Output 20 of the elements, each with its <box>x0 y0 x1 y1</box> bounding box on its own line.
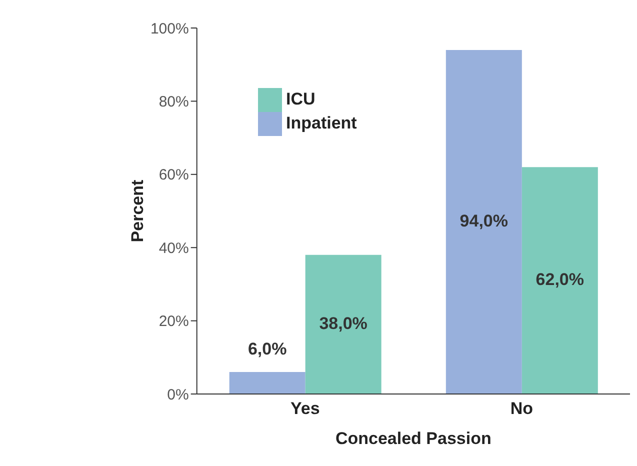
y-axis-title: Percent <box>128 179 147 242</box>
data-label: 38,0% <box>319 314 368 333</box>
x-tick-label: Yes <box>290 399 320 418</box>
bar <box>446 50 522 394</box>
y-tick-label: 60% <box>158 166 189 184</box>
data-label: 94,0% <box>460 211 508 230</box>
y-tick-label: 20% <box>158 313 189 330</box>
data-label: 62,0% <box>536 270 584 290</box>
bar <box>229 372 306 394</box>
y-tick-label: 100% <box>150 20 189 38</box>
bar <box>522 167 598 394</box>
data-label: 6,0% <box>248 340 287 359</box>
legend-label: Inpatient <box>286 113 357 132</box>
legend-label: ICU <box>286 89 316 108</box>
y-tick-label: 40% <box>158 240 189 257</box>
y-tick-label: 0% <box>167 386 189 404</box>
x-tick-label: No <box>510 399 534 418</box>
y-tick-label: 80% <box>158 94 189 111</box>
bar <box>305 254 382 394</box>
x-axis-title: Concealed Passion <box>335 429 492 448</box>
